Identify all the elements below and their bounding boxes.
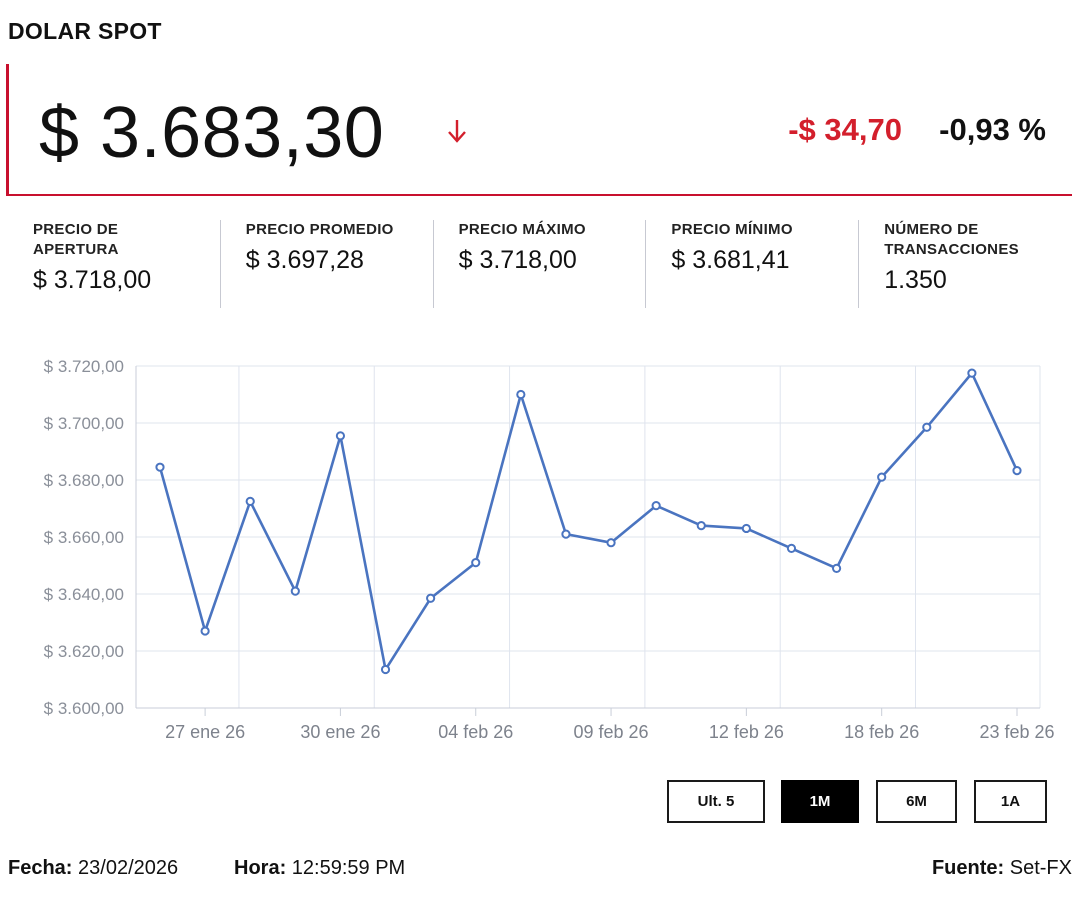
source-value: Set-FX <box>1009 857 1072 879</box>
footer-time: Hora: 12:59:59 PM <box>234 857 405 880</box>
stat-min-price: PRECIO MÍNIMO $ 3.681,41 <box>646 220 860 308</box>
x-tick-label: 12 feb 26 <box>709 722 784 742</box>
data-point <box>651 501 661 511</box>
x-tick-label: 27 ene 26 <box>165 722 245 742</box>
price-line-chart: $ 3.720,00 $ 3.700,00 $ 3.680,00 $ 3.660,00… <box>44 357 1055 742</box>
stat-label: PRECIO PROMEDIO <box>245 221 394 238</box>
price-panel: $ 3.683,30 -$ 34,70 -0,93 % <box>6 64 1072 196</box>
time-label: Hora: <box>234 857 287 879</box>
price-change-percent: -0,93 % <box>939 112 1046 147</box>
data-point <box>696 521 706 531</box>
data-point <box>245 496 255 506</box>
stat-value: $ 3.697,28 <box>245 246 364 274</box>
footer-date: Fecha: 23/02/2026 <box>8 857 178 880</box>
data-point <box>516 389 526 400</box>
series-line <box>158 371 1019 671</box>
range-button-last-5[interactable]: Ult. 5 <box>667 780 765 823</box>
stat-label: PRECIO MÍNIMO <box>671 221 793 238</box>
date-label: Fecha: <box>8 857 73 879</box>
stat-label: NÚMERO DE TRANSACCIONES <box>884 221 1019 258</box>
range-button-1a[interactable]: 1A <box>974 780 1047 823</box>
data-point <box>155 462 165 472</box>
arrow-down-icon <box>448 120 466 143</box>
data-point <box>606 538 616 548</box>
stat-value: $ 3.718,00 <box>458 246 577 274</box>
page-title: DOLAR SPOT <box>8 18 162 44</box>
x-tick-label: 18 feb 26 <box>844 722 919 742</box>
current-price: $ 3.683,30 <box>39 93 385 173</box>
y-tick-label: $ 3.720,00 <box>44 357 124 376</box>
data-point <box>741 523 751 534</box>
y-tick-label: $ 3.600,00 <box>44 699 124 718</box>
stat-opening-price: PRECIO DE APERTURA $ 3.718,00 <box>8 220 221 308</box>
stat-value: 1.350 <box>884 266 947 294</box>
data-point <box>380 664 391 675</box>
range-button-6m[interactable]: 6M <box>876 780 957 823</box>
x-tick-label: 04 feb 26 <box>438 722 513 742</box>
source-label: Fuente: <box>931 857 1005 879</box>
y-tick-label: $ 3.620,00 <box>44 642 124 661</box>
data-point <box>922 422 932 432</box>
stat-value: $ 3.718,00 <box>33 266 152 294</box>
stat-max-price: PRECIO MÁXIMO $ 3.718,00 <box>434 220 647 308</box>
stat-transactions: NÚMERO DE TRANSACCIONES 1.350 <box>859 220 1072 308</box>
data-point <box>290 586 300 596</box>
x-tick-label: 09 feb 26 <box>574 722 649 742</box>
data-point <box>786 543 797 553</box>
data-point <box>335 431 346 441</box>
data-point <box>561 529 571 539</box>
y-tick-label: $ 3.700,00 <box>44 414 124 433</box>
data-point <box>1012 465 1022 476</box>
data-point <box>426 593 436 603</box>
range-button-1m[interactable]: 1M <box>781 780 859 823</box>
y-tick-label: $ 3.680,00 <box>44 471 124 490</box>
stats-row: PRECIO DE APERTURA $ 3.718,00 PRECIO PRO… <box>8 220 1072 308</box>
y-tick-label: $ 3.660,00 <box>44 528 124 547</box>
stat-value: $ 3.681,41 <box>671 246 790 274</box>
x-tick-label: 30 ene 26 <box>300 722 380 742</box>
data-point <box>200 626 210 636</box>
y-tick-label: $ 3.640,00 <box>44 585 124 604</box>
date-value: 23/02/2026 <box>78 857 179 879</box>
stat-label: PRECIO DE APERTURA <box>33 221 119 258</box>
data-point <box>877 472 887 482</box>
price-change: -$ 34,70 <box>788 112 902 147</box>
time-value: 12:59:59 PM <box>291 857 406 879</box>
data-point <box>831 563 842 573</box>
footer-source: Fuente: Set-FX <box>932 857 1072 880</box>
stat-average-price: PRECIO PROMEDIO $ 3.697,28 <box>221 220 434 308</box>
data-point <box>471 558 481 568</box>
stat-label: PRECIO MÁXIMO <box>458 221 586 238</box>
data-point <box>967 368 977 378</box>
x-tick-label: 23 feb 26 <box>979 722 1054 742</box>
